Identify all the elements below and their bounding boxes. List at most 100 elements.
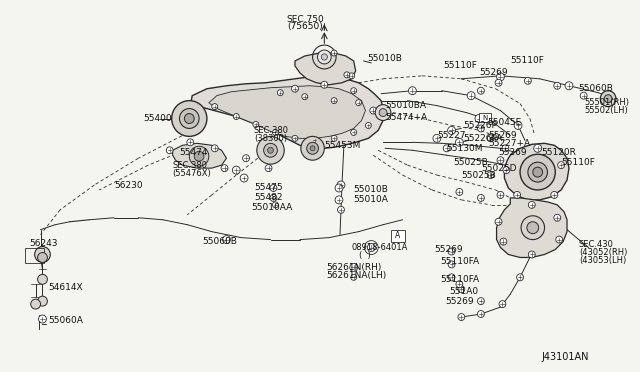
Circle shape	[448, 274, 455, 281]
Circle shape	[475, 115, 483, 122]
Text: 55110F: 55110F	[561, 158, 595, 167]
Circle shape	[557, 162, 564, 169]
Circle shape	[337, 181, 345, 189]
Circle shape	[521, 216, 545, 240]
Circle shape	[503, 167, 510, 174]
Text: 55060B: 55060B	[579, 84, 614, 93]
Circle shape	[234, 113, 239, 119]
Circle shape	[331, 98, 337, 104]
Circle shape	[477, 195, 484, 201]
Circle shape	[172, 101, 207, 137]
Circle shape	[477, 298, 484, 305]
Circle shape	[351, 274, 356, 280]
Text: 55010A: 55010A	[354, 195, 388, 204]
Text: A: A	[395, 231, 401, 240]
Circle shape	[38, 253, 47, 262]
Circle shape	[487, 135, 494, 142]
Circle shape	[268, 147, 273, 153]
Polygon shape	[295, 53, 356, 85]
Circle shape	[301, 137, 324, 160]
Circle shape	[551, 192, 557, 198]
Circle shape	[351, 88, 356, 94]
Text: SEC.430: SEC.430	[579, 240, 614, 249]
Circle shape	[477, 311, 484, 318]
Circle shape	[344, 72, 350, 78]
Circle shape	[321, 81, 328, 88]
Circle shape	[529, 201, 535, 208]
Circle shape	[527, 222, 539, 234]
Circle shape	[580, 92, 587, 99]
Circle shape	[365, 122, 371, 128]
Circle shape	[499, 301, 506, 308]
Circle shape	[212, 104, 218, 110]
Text: 55475: 55475	[254, 183, 282, 192]
Circle shape	[31, 299, 40, 309]
Circle shape	[277, 90, 284, 96]
Circle shape	[273, 202, 278, 208]
Text: 55453M: 55453M	[324, 141, 361, 150]
Circle shape	[350, 263, 358, 271]
Circle shape	[38, 315, 47, 323]
Circle shape	[356, 100, 362, 106]
Circle shape	[335, 184, 343, 192]
Circle shape	[497, 73, 504, 81]
Circle shape	[477, 87, 484, 94]
Circle shape	[265, 165, 272, 171]
Circle shape	[211, 145, 218, 152]
Circle shape	[379, 109, 387, 116]
Circle shape	[264, 143, 277, 157]
Text: 55110F: 55110F	[510, 57, 544, 65]
Circle shape	[534, 144, 541, 152]
Circle shape	[292, 135, 298, 141]
Circle shape	[349, 73, 355, 79]
Circle shape	[257, 137, 284, 164]
Text: 55060B: 55060B	[202, 237, 237, 246]
Text: 55025B: 55025B	[454, 158, 488, 167]
Text: 55502(LH): 55502(LH)	[585, 106, 628, 115]
Circle shape	[253, 122, 259, 128]
Text: 55269: 55269	[479, 68, 508, 77]
Circle shape	[467, 92, 475, 100]
Text: 55010BA: 55010BA	[385, 101, 426, 110]
Circle shape	[38, 274, 47, 284]
Circle shape	[500, 238, 507, 245]
Circle shape	[456, 189, 463, 195]
Text: 08918-6401A: 08918-6401A	[352, 243, 408, 252]
Circle shape	[554, 82, 561, 89]
Text: 55226PA: 55226PA	[463, 134, 502, 143]
Circle shape	[223, 235, 230, 244]
Text: 55110FA: 55110FA	[440, 257, 479, 266]
Circle shape	[337, 206, 344, 213]
Text: 55269: 55269	[434, 245, 463, 254]
Circle shape	[495, 218, 502, 225]
Circle shape	[292, 85, 298, 92]
Circle shape	[184, 113, 194, 124]
Polygon shape	[191, 77, 383, 148]
Circle shape	[240, 174, 248, 182]
Circle shape	[221, 165, 228, 171]
Circle shape	[367, 244, 375, 251]
Text: 551A0: 551A0	[450, 287, 479, 296]
Circle shape	[497, 157, 504, 164]
Text: 55110FA: 55110FA	[440, 275, 479, 284]
Text: SEC.750: SEC.750	[286, 15, 324, 24]
Circle shape	[448, 248, 455, 255]
Circle shape	[273, 129, 278, 135]
FancyBboxPatch shape	[391, 230, 404, 241]
Polygon shape	[209, 86, 365, 138]
Circle shape	[408, 87, 417, 95]
Text: 55474: 55474	[179, 148, 208, 157]
Text: 55110F: 55110F	[444, 61, 477, 70]
Circle shape	[477, 125, 484, 132]
Circle shape	[514, 122, 522, 129]
Circle shape	[179, 109, 199, 128]
Text: (43052(RH): (43052(RH)	[579, 248, 627, 257]
Circle shape	[456, 138, 463, 146]
Circle shape	[243, 155, 250, 162]
Text: 55010B: 55010B	[354, 186, 388, 195]
Circle shape	[375, 105, 391, 121]
Text: SEC.380: SEC.380	[173, 161, 207, 170]
Text: 55501(RH): 55501(RH)	[585, 98, 630, 107]
Circle shape	[565, 82, 573, 90]
Text: 56261N(RH): 56261N(RH)	[326, 263, 381, 272]
